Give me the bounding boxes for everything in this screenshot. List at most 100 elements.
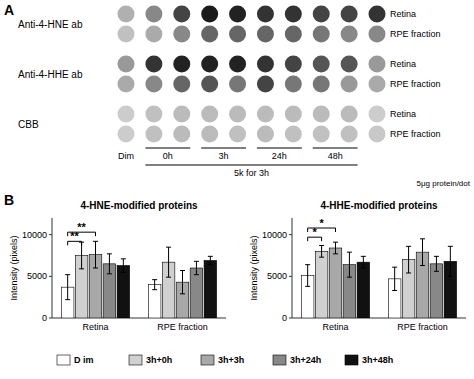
error-bar: [406, 246, 411, 273]
y-tick: [289, 276, 292, 277]
column-label: 3h: [219, 151, 229, 161]
dot: [369, 126, 386, 143]
y-tick-label: 0: [282, 313, 287, 323]
bar: [204, 261, 217, 319]
antibody-label: Anti-4-HHE ab: [18, 69, 83, 80]
y-tick: [289, 234, 292, 235]
dot: [285, 56, 302, 73]
antibody-label: CBB: [18, 119, 39, 130]
dot: [257, 76, 274, 93]
y-tick: [289, 318, 292, 319]
protein-note: 5μg protein/dot: [416, 179, 470, 188]
dot: [229, 126, 246, 143]
column-label: 48h: [328, 151, 343, 161]
x-tick-label: RPE fraction: [157, 322, 208, 332]
dot: [369, 76, 386, 93]
dot: [313, 106, 330, 123]
dot: [173, 76, 190, 93]
error-bar: [166, 247, 171, 277]
dot: [341, 56, 358, 73]
error-bar: [434, 256, 439, 271]
dot: [118, 26, 135, 43]
treatment-note: 5k for 3h: [234, 168, 269, 178]
column-label: 0h: [163, 151, 173, 161]
legend-label: D im: [74, 355, 94, 365]
y-tick: [49, 276, 52, 277]
column-label: 24h: [272, 151, 287, 161]
row-label: RPE fraction: [390, 129, 441, 139]
dot: [257, 126, 274, 143]
legend-swatch: [57, 355, 70, 365]
dot: [118, 76, 135, 93]
antibody-label: Anti-4-HNE ab: [18, 19, 83, 30]
bar-panel: B4-HNE-modified proteinsIntensity (pixel…: [4, 192, 226, 332]
error-bar: [319, 246, 324, 258]
dot: [257, 56, 274, 73]
bar: [117, 266, 130, 319]
error-bar: [152, 280, 157, 290]
row-label: Retina: [390, 109, 416, 119]
dot: [229, 106, 246, 123]
error-bar: [194, 261, 199, 274]
dot: [118, 56, 135, 73]
error-bar: [305, 265, 310, 287]
y-tick-label: 10000: [22, 230, 47, 240]
bar: [357, 262, 370, 318]
dot: [369, 6, 386, 23]
error-bar: [448, 246, 453, 276]
chart-title: 4-HHE-modified proteins: [320, 200, 438, 211]
significance-label: **: [77, 221, 86, 233]
bar-panel: 4-HHE-modified proteins Intensity (pixels…: [249, 200, 466, 332]
dot: [145, 76, 162, 93]
legend-label: 3h+0h: [146, 355, 172, 365]
bars: [61, 241, 216, 318]
dot: [173, 106, 190, 123]
dot: [257, 26, 274, 43]
error-bar: [180, 271, 185, 294]
dot: [201, 56, 218, 73]
y-axis-label: Intensity (pixels): [249, 235, 259, 300]
error-bar: [333, 242, 338, 254]
error-bar: [420, 239, 425, 266]
dot: [257, 6, 274, 23]
bar: [315, 251, 328, 318]
dot: [201, 26, 218, 43]
y-axis-label: Intensity (pixels): [9, 235, 19, 300]
dot: [173, 56, 190, 73]
column-underline: [257, 148, 302, 149]
dot: [313, 126, 330, 143]
dot: [201, 6, 218, 23]
dot: [341, 126, 358, 143]
column-underline: [201, 148, 246, 149]
dot: [173, 26, 190, 43]
x-tick-label: Retina: [82, 322, 108, 332]
column-underline: [145, 148, 190, 149]
legend-label: 3h+3h: [218, 355, 244, 365]
row-label: Retina: [390, 59, 416, 69]
error-bar: [208, 256, 213, 264]
dot: [285, 126, 302, 143]
y-tick: [49, 234, 52, 235]
bar: [430, 264, 443, 318]
panel-label: B: [4, 192, 14, 208]
dot: [285, 106, 302, 123]
column-underline: [313, 148, 358, 149]
error-bar: [392, 267, 397, 290]
dot: [369, 26, 386, 43]
dot: [285, 76, 302, 93]
legend-swatch: [129, 355, 142, 365]
dot: [341, 6, 358, 23]
dot: [145, 126, 162, 143]
y-tick-label: 0: [42, 313, 47, 323]
error-bar: [93, 241, 98, 268]
dot: [285, 6, 302, 23]
dot: [341, 76, 358, 93]
dot: [229, 76, 246, 93]
bar: [190, 268, 203, 318]
dot: [285, 26, 302, 43]
dot: [369, 56, 386, 73]
y-tick-label: 10000: [262, 230, 287, 240]
row-label: RPE fraction: [390, 79, 441, 89]
dot: [229, 6, 246, 23]
dot: [145, 6, 162, 23]
